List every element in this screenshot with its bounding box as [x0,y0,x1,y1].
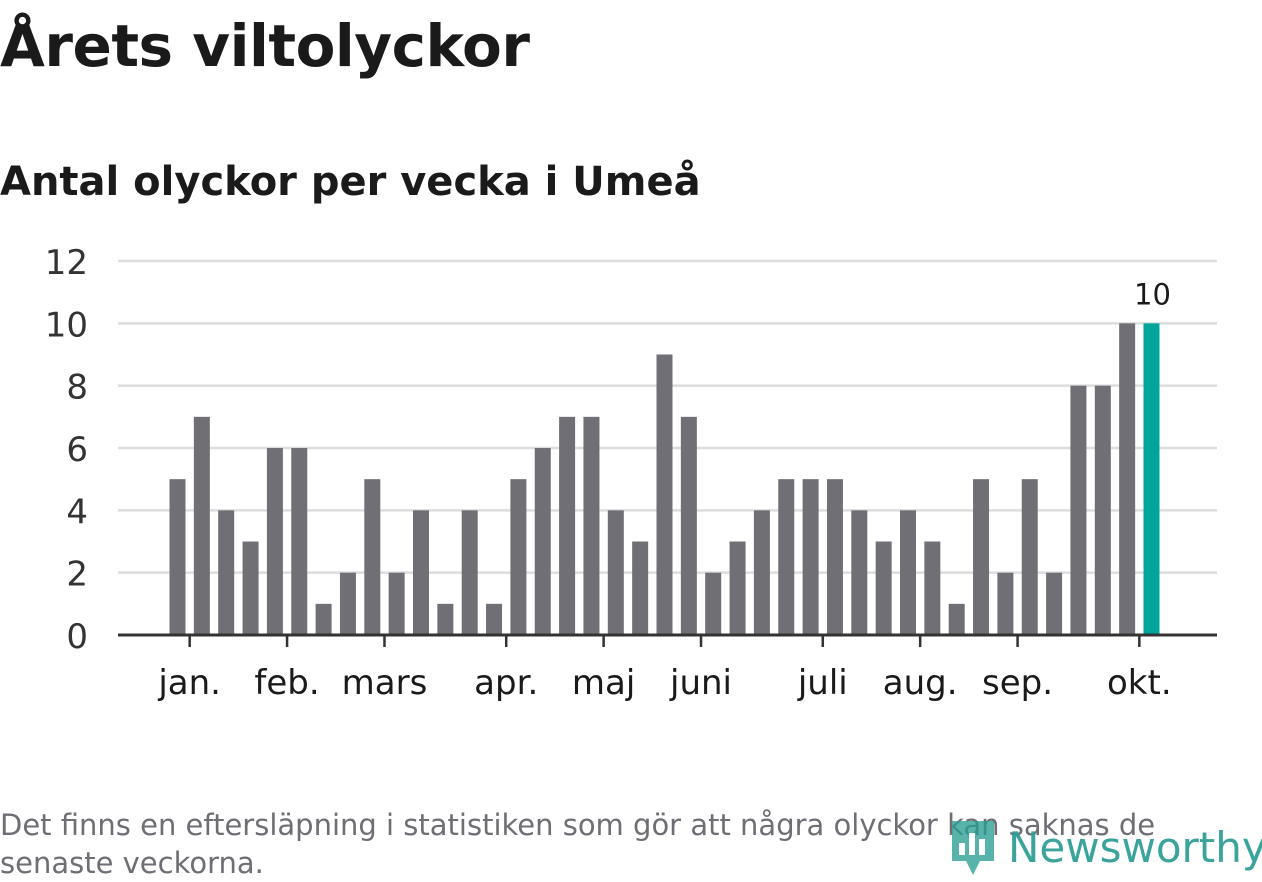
y-axis-ticks: 0 2 4 6 8 10 12 [45,243,88,657]
bar [607,510,624,635]
bar [583,416,600,635]
chart-title: Årets viltolyckor [0,12,530,80]
annotations: 10 [1134,277,1171,311]
bar [486,603,503,635]
highlight-value-label: 10 [1134,277,1171,311]
bar [388,572,405,635]
bar-highlight [1143,323,1160,635]
bar-chart: 0 2 4 6 8 10 12 jan. feb. mars apr. maj juni juli aug… [45,243,1217,703]
y-tick-label: 0 [66,617,88,657]
bar [559,416,576,635]
bar [218,510,235,635]
bars [169,323,1160,635]
newsworthy-logo: Newsworthy [948,816,1262,880]
bar [534,448,551,635]
bar [1070,385,1087,635]
bar [242,541,259,635]
x-tick-label: juni [669,663,732,703]
bar [705,572,722,635]
bar [1094,385,1111,635]
logo-text: Newsworthy [1008,823,1262,872]
bar [169,479,186,635]
bar [632,541,649,635]
bar-chart-pin-icon [952,821,994,875]
bar [1119,323,1136,635]
bar [656,354,673,635]
y-tick-label: 4 [66,492,88,532]
bar [266,448,283,635]
x-tick-label: jan. [157,663,221,703]
bar [900,510,916,635]
bar [753,510,770,635]
x-tick-label: juli [797,663,848,703]
bar [778,479,795,635]
x-tick-label: okt. [1107,663,1172,703]
bar [364,479,381,635]
bar [680,416,697,635]
bar [1021,479,1038,635]
y-tick-label: 8 [66,368,88,408]
bar [510,479,527,635]
x-tick-label: aug. [883,663,958,703]
x-tick-label: maj [572,663,635,703]
x-axis-month-labels: jan. feb. mars apr. maj juni juli aug. sep. okt. [157,663,1171,703]
x-tick-label: mars [342,663,428,703]
bar [461,510,478,635]
bar [315,603,332,635]
bar [339,572,356,635]
bar [1046,572,1063,635]
bar [997,572,1014,635]
y-tick-label: 2 [66,555,88,595]
bar [851,510,868,635]
x-axis [118,633,1217,647]
chart-subtitle: Antal olyckor per vecka i Umeå [0,159,701,205]
y-tick-label: 12 [45,243,88,283]
y-tick-label: 6 [66,430,88,470]
x-tick-label: feb. [254,663,319,703]
bar [948,603,965,635]
bar [802,479,819,635]
bar [413,510,429,635]
bar [875,541,892,635]
bar [291,448,308,635]
x-tick-label: sep. [982,663,1053,703]
bar [973,479,990,635]
bar [826,479,843,635]
bar [437,603,454,635]
bar [193,416,210,635]
bar [729,541,746,635]
y-tick-label: 10 [45,305,88,345]
bar [924,541,941,635]
x-tick-label: apr. [474,663,538,703]
